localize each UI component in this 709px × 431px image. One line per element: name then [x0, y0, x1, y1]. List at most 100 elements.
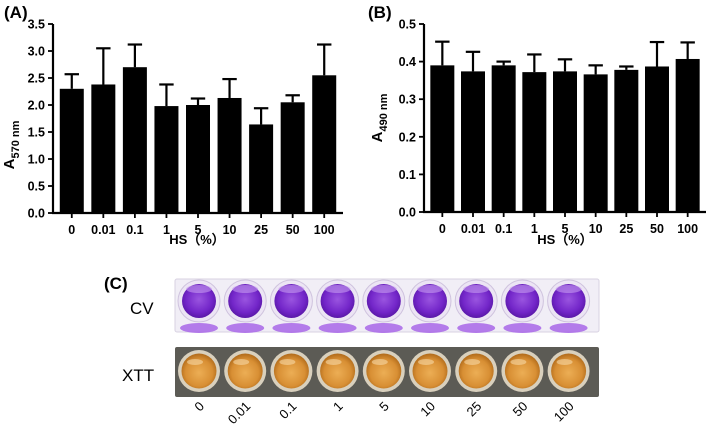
- bar: [249, 124, 274, 213]
- y-tick-label: 1.0: [28, 153, 45, 167]
- xtt-well: [504, 353, 540, 389]
- y-tick-label: 0.5: [28, 180, 45, 194]
- well-label: 10: [417, 399, 438, 420]
- y-tick-label: 0.0: [28, 207, 45, 221]
- cv-well: [551, 284, 586, 318]
- cv-well: [505, 284, 540, 318]
- y-axis-title-b-main: A: [369, 131, 386, 142]
- bar: [430, 65, 455, 212]
- xtt-well-highlight: [279, 359, 296, 365]
- x-tick-label: 100: [677, 222, 698, 236]
- xtt-well-highlight: [233, 359, 250, 365]
- xtt-wells: [178, 350, 590, 392]
- y-tick-label: 2.0: [28, 99, 45, 113]
- cv-well-highlight: [417, 285, 443, 293]
- x-tick-label: 0.01: [461, 222, 485, 236]
- row-label-cv: CV: [130, 299, 154, 318]
- bar: [154, 106, 179, 213]
- x-tick-label: 50: [286, 223, 300, 237]
- x-tick-label: 0: [68, 223, 75, 237]
- x-tick-label: 0.1: [495, 222, 512, 236]
- y-tick-label: 0.4: [399, 55, 416, 69]
- panel-label-a: (A): [4, 3, 28, 22]
- cv-well-lower: [457, 323, 496, 333]
- well-label: 0.01: [225, 399, 254, 426]
- cv-well: [274, 284, 309, 318]
- bar: [645, 66, 669, 212]
- bar: [614, 69, 639, 212]
- xtt-well-highlight: [187, 359, 203, 365]
- bar: [461, 71, 485, 212]
- xtt-well: [227, 353, 263, 389]
- y-tick-label: 0.1: [399, 168, 416, 182]
- cv-well-lower: [411, 323, 449, 333]
- xtt-well: [181, 353, 217, 389]
- y-axis-title-b: A490 nm: [369, 93, 390, 142]
- well-labels: 0 0.01 0.1 1 5 10 25 50 100: [191, 399, 576, 428]
- xtt-well-highlight: [556, 359, 573, 365]
- cv-well: [182, 284, 216, 318]
- cv-well-lower: [549, 323, 588, 333]
- bar: [217, 97, 242, 213]
- xtt-well-highlight: [464, 359, 481, 365]
- xtt-well: [320, 353, 356, 389]
- bar: [122, 67, 147, 213]
- bar: [280, 102, 305, 213]
- well-label: 50: [510, 399, 531, 420]
- cv-well: [413, 284, 447, 318]
- y-tick-label: 0.3: [399, 93, 416, 107]
- cv-well-lower: [180, 323, 218, 333]
- panel-label-b: (B): [368, 3, 392, 22]
- x-axis-title-b: HS（%）: [537, 232, 593, 247]
- xtt-well-highlight: [371, 359, 388, 365]
- bar: [312, 75, 337, 213]
- y-tick-label: 0.0: [399, 206, 416, 220]
- y-tick-label: 0.5: [399, 18, 416, 32]
- y-tick-label: 2.5: [28, 72, 45, 86]
- x-tick-label: 0.01: [91, 223, 115, 237]
- y-axis-title-a: A570 nm: [1, 120, 22, 169]
- cv-well-highlight: [232, 285, 259, 293]
- bar: [59, 88, 84, 213]
- x-tick-label: 10: [223, 223, 237, 237]
- cv-well-highlight: [186, 285, 212, 293]
- plate-photo: CV XTT 0 0.01 0.1 1 5 10 25 50 100: [122, 278, 600, 428]
- row-label-xtt: XTT: [122, 366, 154, 385]
- x-tick-label: 1: [531, 222, 538, 236]
- cv-well-lower: [226, 323, 265, 333]
- cv-wells: [177, 279, 591, 333]
- x-tick-label: 5: [562, 222, 569, 236]
- x-axis-title-a: HS（%）: [169, 232, 225, 247]
- y-tick-label: 3.5: [28, 18, 45, 32]
- cv-well-lower: [364, 323, 403, 333]
- xtt-well-highlight: [325, 359, 342, 365]
- x-tick-label: 0: [439, 222, 446, 236]
- xtt-well-highlight: [510, 359, 527, 365]
- xtt-well-highlight: [418, 359, 434, 365]
- bar: [91, 84, 116, 213]
- panel-label-c: (C): [104, 274, 128, 293]
- well-label: 25: [463, 399, 484, 420]
- x-tick-label: 5: [195, 223, 202, 237]
- bar: [522, 72, 547, 213]
- x-tick-label: 25: [254, 223, 268, 237]
- x-tick-label: 1: [163, 223, 170, 237]
- x-tick-label: 10: [589, 222, 603, 236]
- cv-well-highlight: [555, 285, 582, 293]
- cv-well-highlight: [324, 285, 351, 293]
- cv-well-lower: [318, 323, 357, 333]
- xtt-well: [273, 353, 309, 389]
- cv-well: [228, 284, 263, 318]
- well-label: 5: [376, 399, 392, 415]
- xtt-well: [412, 353, 448, 389]
- y-tick-label: 1.5: [28, 126, 45, 140]
- chart-b: A490 nm HS（%） 0.0 0.1 0.2 0.3 0.4 0.5 0 0.01 0.1…: [369, 18, 706, 247]
- bar: [675, 58, 700, 212]
- cv-well-lower: [272, 323, 311, 333]
- cv-well-highlight: [463, 285, 490, 293]
- xtt-well: [458, 353, 494, 389]
- chart-a: A570 nm HS（%） 0.0 0.5 1.0 1.5 2.0 2.5 3.0 3.5 0 0…: [1, 18, 343, 247]
- x-tick-label: 50: [650, 222, 664, 236]
- cv-well: [320, 284, 355, 318]
